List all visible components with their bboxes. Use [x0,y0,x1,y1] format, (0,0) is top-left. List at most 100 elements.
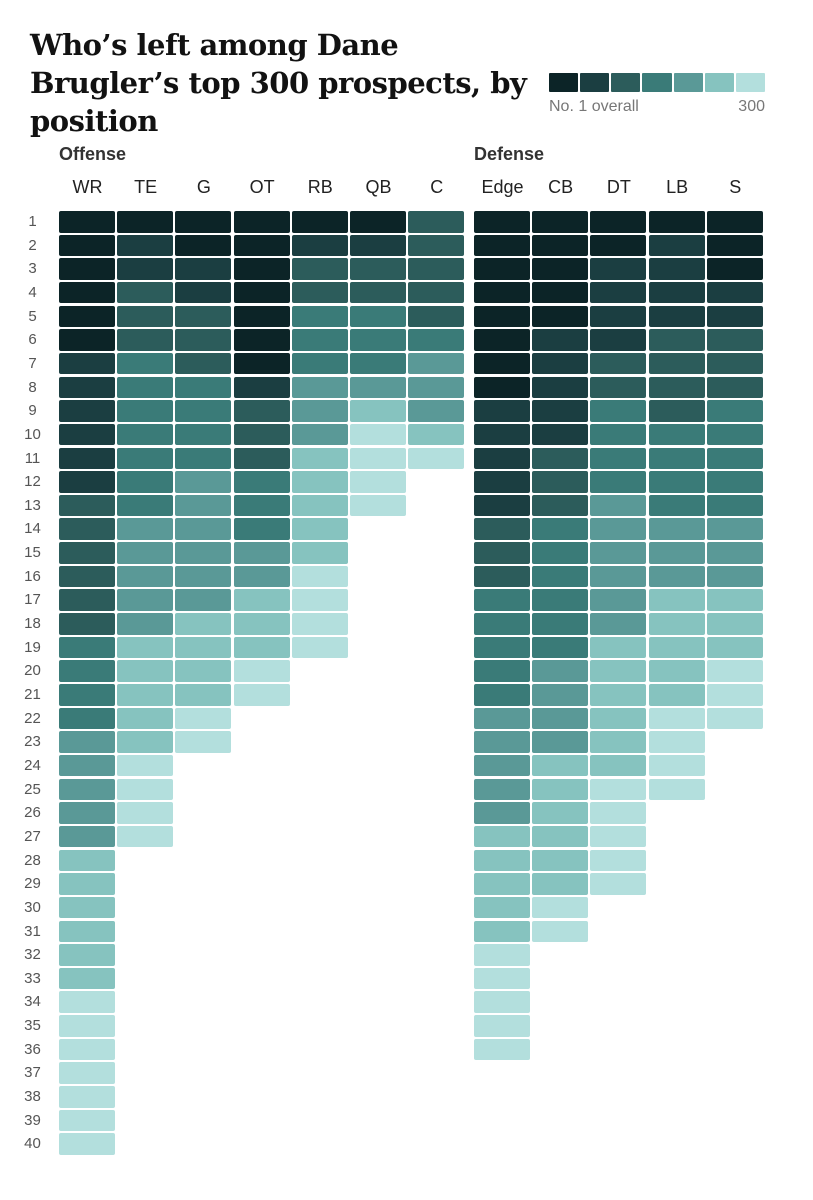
cell-rb-6 [291,329,348,351]
cell-lb-21 [648,684,705,706]
cell-qb-8 [350,376,406,399]
cell-cb-16 [532,565,589,588]
cell-ot-7 [233,352,290,375]
cell-wr-10 [59,423,115,446]
cell-dt-17 [590,589,647,611]
cell-dt-6 [590,329,647,351]
row-label-11: 11 [24,449,41,467]
cell-s-19 [706,636,763,659]
cell-ot-14 [233,518,290,540]
cell-dt-21 [590,684,647,706]
cell-ot-15 [233,542,290,564]
cell-te-9 [117,400,174,422]
legend-swatch-5 [704,73,734,92]
cell-te-19 [117,636,174,659]
cell-qb-4 [350,281,406,304]
cell-lb-6 [648,329,705,351]
cell-lb-13 [648,494,705,517]
cell-lb-11 [648,447,705,469]
cell-lb-9 [648,400,705,422]
cell-wr-32 [59,944,115,966]
cell-edge-8 [474,376,530,399]
cell-te-3 [117,258,174,280]
cell-lb-20 [648,660,705,682]
row-label-5: 5 [28,307,37,325]
cell-te-17 [117,589,174,611]
row-label-8: 8 [28,378,37,396]
row-label-29: 29 [24,875,41,893]
column-header-cb: CB [548,177,574,197]
row-label-2: 2 [28,236,37,254]
cell-dt-9 [590,400,647,422]
cell-edge-15 [474,542,530,564]
cell-edge-10 [474,423,530,446]
cell-te-1 [117,211,174,233]
cell-wr-5 [59,305,115,328]
cell-lb-12 [648,471,705,493]
cell-lb-10 [648,423,705,446]
row-label-36: 36 [24,1040,41,1058]
cell-ot-18 [233,613,290,635]
cell-edge-3 [474,258,530,280]
cell-lb-8 [648,376,705,399]
cell-cb-21 [532,684,589,706]
cell-cb-18 [532,613,589,635]
cell-s-12 [706,471,763,493]
legend-min-label: No. 1 overall [549,98,639,115]
cell-s-13 [706,494,763,517]
cell-edge-21 [474,684,530,706]
cell-g-5 [175,305,232,328]
cell-wr-13 [59,494,115,517]
column-header-edge: Edge [481,177,524,197]
cell-ot-20 [233,660,290,682]
cell-edge-33 [474,967,530,990]
cell-s-22 [706,707,763,730]
cell-wr-26 [59,802,115,824]
row-label-37: 37 [24,1064,41,1082]
column-header-qb: QB [365,177,392,197]
cell-ot-12 [233,471,290,493]
cell-s-17 [706,589,763,611]
row-label-23: 23 [24,733,41,751]
cell-s-5 [706,305,763,328]
cell-lb-22 [648,707,705,730]
cell-s-3 [706,258,763,280]
cell-c-4 [408,281,465,304]
cell-dt-11 [590,447,647,469]
cell-lb-1 [648,211,705,233]
cell-edge-20 [474,660,530,682]
legend-labels: No. 1 overall 300 [549,98,765,116]
cell-g-3 [175,258,232,280]
cell-wr-34 [59,991,115,1013]
cell-s-16 [706,565,763,588]
cell-dt-10 [590,423,647,446]
cell-wr-15 [59,542,115,564]
cell-ot-13 [233,494,290,517]
cell-wr-28 [59,849,115,872]
cell-ot-21 [233,684,290,706]
row-label-31: 31 [24,922,41,940]
cell-ot-16 [233,565,290,588]
cell-qb-10 [350,423,406,446]
cell-cb-5 [532,305,589,328]
cell-edge-11 [474,447,530,469]
cell-cb-30 [532,896,589,919]
cell-cb-14 [532,518,589,540]
legend-color-bar [549,73,765,92]
cell-wr-30 [59,896,115,919]
column-header-dt: DT [606,177,631,197]
cell-ot-1 [233,211,290,233]
cell-ot-2 [233,234,290,257]
cell-ot-10 [233,423,290,446]
color-legend: No. 1 overall 300 [549,73,765,121]
cell-g-10 [175,423,232,446]
cell-wr-2 [59,234,115,257]
cell-dt-7 [590,352,647,375]
cell-cb-28 [532,849,589,872]
cell-dt-25 [590,778,647,801]
row-label-12: 12 [24,473,41,491]
cell-te-20 [117,660,174,682]
cell-c-2 [408,234,465,257]
cell-rb-5 [291,305,348,328]
cell-cb-8 [532,376,589,399]
